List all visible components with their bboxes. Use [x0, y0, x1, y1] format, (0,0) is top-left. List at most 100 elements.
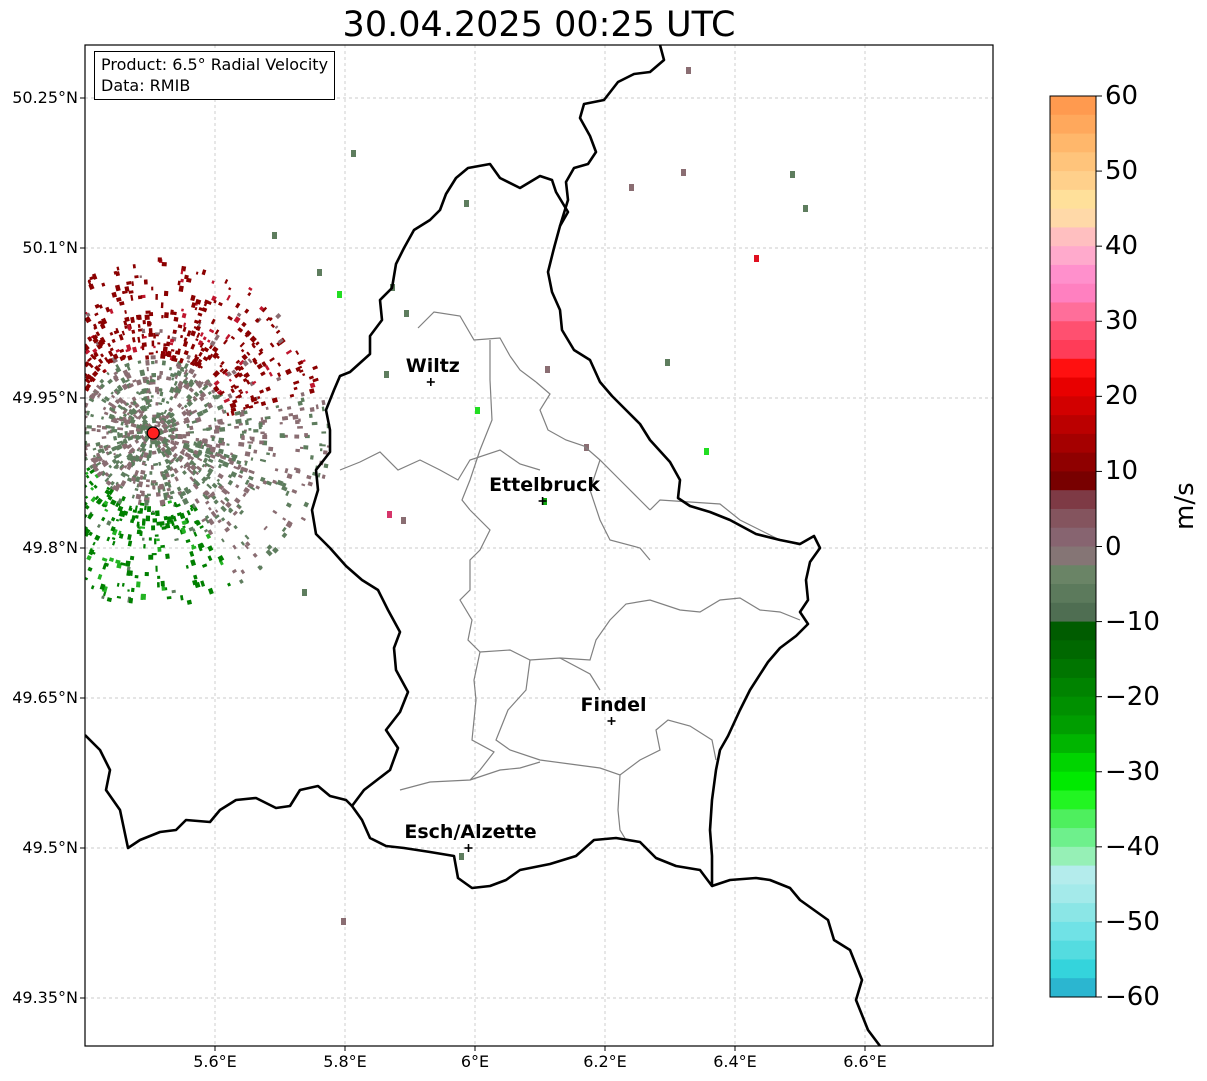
echo-pixel [91, 551, 96, 555]
echo-pixel [85, 427, 87, 431]
echo-pixel [230, 452, 233, 456]
echo-pixel [241, 430, 247, 434]
echo-pixel [146, 493, 151, 497]
echo-pixel [188, 526, 195, 532]
echo-pixel [302, 373, 306, 377]
echo-pixel [184, 382, 191, 390]
echo-pixel [238, 441, 245, 447]
echo-pixel [260, 417, 264, 421]
echo-pixel [148, 332, 154, 337]
echo-pixel [91, 428, 96, 432]
echo-pixel [169, 386, 175, 394]
echo-pixel [103, 396, 110, 402]
echo-pixel [131, 329, 136, 334]
echo-pixel [101, 595, 105, 600]
echo-pixel [170, 520, 174, 524]
city-label: Esch/Alzette [404, 821, 537, 843]
echo-pixel [185, 408, 189, 413]
echo-pixel [167, 335, 171, 340]
echo-pixel [97, 341, 104, 348]
echo-pixel [92, 541, 96, 546]
echo-pixel [281, 532, 288, 539]
colorbar-segment [1050, 508, 1096, 529]
echo-pixel [162, 351, 166, 355]
echo-pixel [241, 321, 247, 328]
echo-pixel [155, 402, 159, 406]
echo-pixel [265, 406, 269, 411]
echo-pixel [145, 484, 150, 488]
echo-pixel [153, 462, 159, 467]
echo-pixel [183, 371, 189, 378]
echo-pixel [249, 436, 252, 439]
echo-pixel [291, 489, 298, 494]
echo-pixel [204, 462, 211, 468]
echo-pixel [272, 509, 278, 515]
echo-pixel [172, 452, 179, 459]
echo-pixel [306, 474, 312, 480]
echo-pixel [139, 369, 146, 377]
echo-pixel [258, 422, 263, 428]
echo-pixel [194, 306, 198, 311]
echo-pixel [85, 385, 90, 392]
echo-pixel [248, 405, 254, 409]
colorbar-segment [1050, 246, 1096, 266]
echo-pixel [104, 471, 110, 477]
echo-pixel [145, 515, 151, 522]
echo-pixel [204, 450, 212, 455]
echo-pixel [144, 377, 149, 380]
colorbar-tick-label: 40 [1105, 231, 1139, 262]
lat-tick-label: 50.25°N [12, 88, 78, 107]
echo-pixel [96, 424, 102, 428]
echo-pixel [113, 452, 117, 456]
echo-pixel [196, 410, 204, 418]
colorbar-segment [1050, 340, 1096, 360]
echo-pixel [117, 505, 124, 512]
echo-pixel [220, 455, 227, 460]
colorbar-segment [1050, 227, 1096, 247]
echo-pixel [230, 335, 236, 340]
echo-pixel [151, 480, 157, 484]
echo-pixel [161, 422, 169, 430]
echo-pixel [151, 372, 157, 378]
echo-pixel [301, 483, 306, 487]
echo-pixel [147, 506, 151, 512]
echo-pixel [235, 484, 240, 489]
colorbar-segment [1050, 940, 1096, 960]
echo-pixel [258, 348, 264, 353]
echo-pixel [206, 475, 211, 480]
echo-pixel [103, 500, 109, 506]
echo-pixel [137, 336, 141, 343]
echo-pixel [109, 406, 116, 412]
echo-pixel [262, 480, 268, 485]
lat-tick-label: 49.35°N [12, 988, 78, 1007]
echo-pixel [217, 519, 222, 524]
echo-pixel [311, 421, 318, 426]
echo-pixel [321, 406, 325, 412]
echo-pixel [298, 418, 301, 422]
colorbar-tick-label: −30 [1105, 756, 1160, 787]
echo-pixel [167, 411, 173, 417]
echo-pixel [136, 391, 140, 395]
echo-pixel [85, 348, 91, 355]
echo-pixel [206, 471, 212, 478]
echo-pixel [129, 519, 135, 524]
echo-pixel [93, 484, 98, 489]
echo-pixel [110, 526, 116, 532]
echo-pixel [118, 333, 124, 341]
echo-pixel [218, 420, 222, 425]
echo-pixel [117, 404, 124, 411]
echo-pixel [87, 375, 93, 381]
echo-pixel [154, 360, 158, 364]
echo-pixel [125, 344, 132, 351]
echo-pixel [194, 416, 202, 423]
echo-pixel [124, 286, 130, 292]
echo-pixel [321, 444, 326, 447]
echo-pixel [118, 533, 124, 539]
echo-pixel [248, 444, 252, 450]
echo-pixel [181, 410, 188, 417]
echo-pixel [256, 363, 263, 370]
echo-pixel [310, 455, 314, 460]
echo-pixel [115, 459, 121, 465]
echo-pixel [292, 380, 300, 385]
echo-pixel [142, 335, 147, 339]
